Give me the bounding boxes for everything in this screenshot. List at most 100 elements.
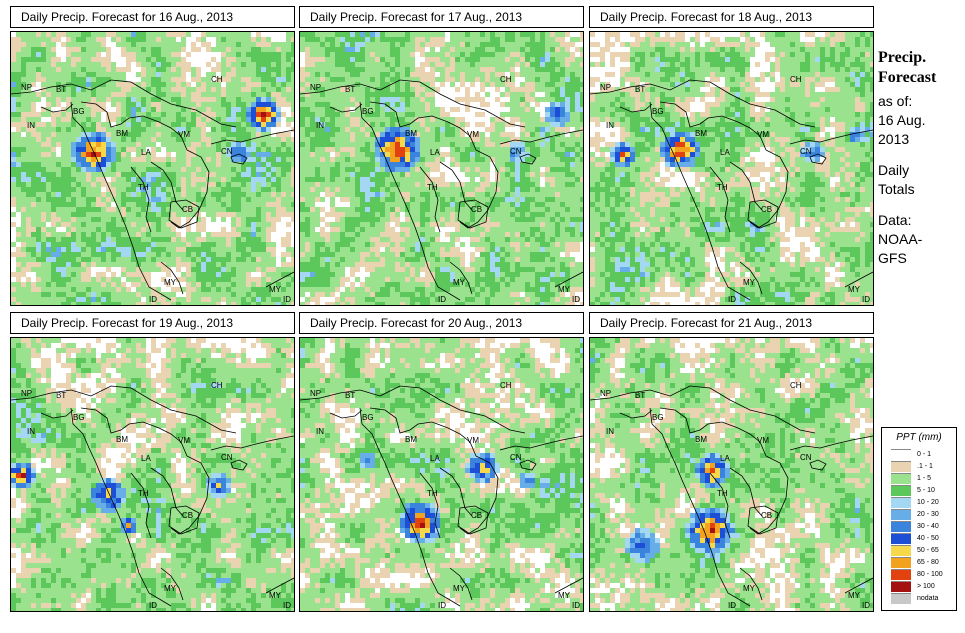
forecast-panel-5: Daily Precip. Forecast for 20 Aug., 2013… [299,312,584,612]
forecast-panel-3: Daily Precip. Forecast for 18 Aug., 2013… [589,6,874,306]
country-label: ID [283,601,291,610]
border-line [265,577,294,594]
border-line [590,79,816,128]
border-line [649,407,751,607]
country-label: BM [116,435,128,444]
country-label: ID [438,295,446,304]
border-line [230,153,248,165]
legend-item: 5 - 10 [891,485,953,496]
country-label: CN [221,453,233,462]
country-label: CH [211,381,223,390]
country-label: MY [269,591,282,600]
side-title-block: Precip. Forecast as of: 16 Aug. 2013 Dai… [878,48,963,268]
country-label: ID [149,295,157,304]
border-line [844,271,873,288]
legend-label: 5 - 10 [917,487,935,494]
as-of-label: as of: [878,93,913,109]
border-line [747,199,779,229]
country-label: TH [717,183,728,192]
country-label: VM [467,436,479,445]
legend-item: 0 - 1 [891,449,953,460]
country-label: MY [848,285,861,294]
country-label: BG [362,413,374,422]
country-label: LA [720,148,730,157]
border-line [729,467,763,517]
as-of-year: 2013 [878,131,910,147]
panel-title: Daily Precip. Forecast for 17 Aug., 2013 [299,6,584,28]
country-label: VM [178,130,190,139]
country-label: VM [757,436,769,445]
precip-cells [590,338,873,611]
country-label: CN [221,147,233,156]
border-line [749,455,789,535]
border-line [554,271,583,288]
country-label: IN [606,427,614,436]
border-line [449,567,473,601]
legend: PPT (mm) 0 - 1 .1 - 1 1 - 5 5 - 10 10 - 20 20… [881,427,957,611]
country-label: BG [73,413,85,422]
legend-swatch [891,485,911,496]
country-label: TH [717,489,728,498]
forecast-panel-2: Daily Precip. Forecast for 17 Aug., 2013… [299,6,584,306]
border-line [300,79,526,128]
data-label: Data: [878,212,912,228]
precip-cells [590,32,873,305]
side-title-line1: Precip. [878,49,927,66]
country-label: BT [56,85,66,94]
country-label: MY [164,584,177,593]
totals-label: Totals [878,181,915,197]
border-line [419,166,441,233]
border-line [590,385,816,434]
country-label: BT [345,391,355,400]
border-line [170,149,210,229]
legend-swatch [891,473,911,484]
legend-item: 10 - 20 [891,497,953,508]
country-label: BG [362,107,374,116]
legend-item: 80 - 100 [891,569,953,580]
legend-item: 65 - 80 [891,557,953,568]
country-label: CB [761,205,772,214]
precip-map: NP BT IN BG BM CH VM LA TH CB CN MY ID MY ID [589,31,874,306]
data-source-1: NOAA- [878,231,923,247]
country-label: VM [178,436,190,445]
country-label: CN [510,147,522,156]
border-line [80,101,188,151]
legend-label: .1 - 1 [917,463,933,470]
precip-cells [11,32,294,305]
forecast-panel-1: Daily Precip. Forecast for 16 Aug., 2013… [10,6,295,306]
border-line [729,161,763,211]
legend-swatch [891,533,911,544]
legend-swatch [891,461,911,472]
country-label: CH [500,381,512,390]
country-label: ID [572,601,580,610]
legend-swatch [891,545,911,556]
country-label: TH [427,183,438,192]
border-line [160,261,184,295]
border-line [649,101,751,301]
legend-swatch [891,557,911,568]
country-label: ID [283,295,291,304]
border-line [70,101,172,301]
precip-map: NP BT IN BG BM CH VM LA TH CB CN MY ID MY ID [299,337,584,612]
precip-map: NP BT IN BG BM CH VM LA TH CB CN MY ID MY ID [299,31,584,306]
border-line [709,472,731,539]
border-line [739,567,763,601]
country-label: CH [500,75,512,84]
legend-item: 50 - 65 [891,545,953,556]
border-line [130,166,152,233]
country-label: VM [757,130,769,139]
border-line [739,261,763,295]
country-label: LA [720,454,730,463]
border-line [619,409,653,419]
country-label: BT [56,391,66,400]
country-label: BG [73,107,85,116]
daily-label: Daily [878,162,910,178]
country-label: LA [141,148,151,157]
country-label: ID [438,601,446,610]
country-label: LA [430,454,440,463]
country-borders [590,79,873,301]
